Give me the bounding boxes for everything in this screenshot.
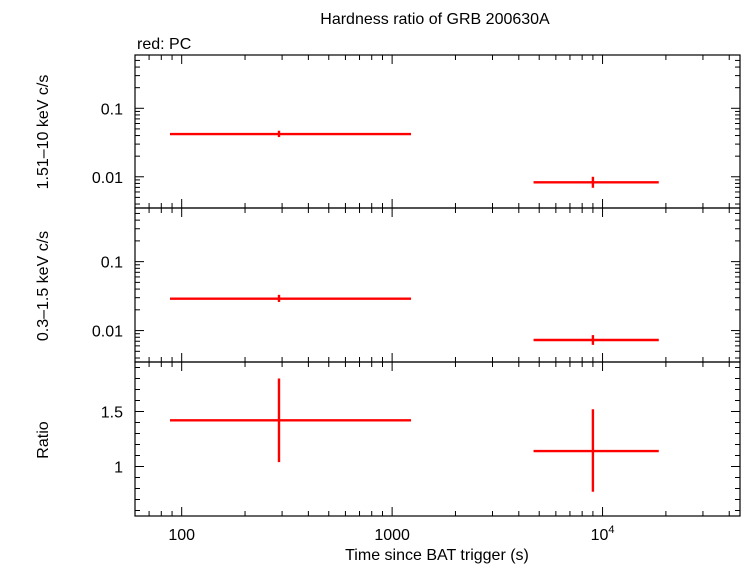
y-tick-label: 1.5	[101, 405, 123, 422]
panel-frame	[134, 361, 741, 517]
x-tick-exponent: 4	[608, 524, 614, 536]
x-tick-label: 104	[591, 524, 615, 544]
panel-bottom: 1.5 1 100 1000 104 Ratio	[35, 361, 741, 544]
data-point	[533, 335, 659, 345]
data-point	[170, 378, 412, 463]
y-tick-label: 0.01	[92, 324, 123, 341]
data-point	[170, 294, 412, 302]
y-tick-label: 0.1	[101, 101, 123, 118]
y-axis-label: Ratio	[35, 421, 52, 458]
panel-middle: 0.1 0.01 0.3–1.5 keV c/s	[35, 207, 741, 363]
y-axis-label: 0.3–1.5 keV c/s	[35, 231, 52, 341]
y-tick-label: 1	[114, 460, 123, 477]
x-axis-label: Time since BAT trigger (s)	[345, 547, 529, 564]
plot-panels: 0.1 0.01 1.51–10 keV c/s 0.1 0.01 0.3–1.5 keV…	[35, 54, 741, 544]
legend-note: red: PC	[137, 36, 191, 53]
data-point	[170, 130, 412, 138]
y-tick-label: 0.01	[92, 170, 123, 187]
x-tick-label: 1000	[374, 527, 410, 544]
data-point	[533, 409, 659, 492]
y-tick-label: 0.1	[101, 255, 123, 272]
data-point	[533, 176, 659, 188]
panel-top: 0.1 0.01 1.51–10 keV c/s	[35, 54, 741, 209]
panel-frame	[134, 54, 741, 209]
y-axis-label: 1.51–10 keV c/s	[35, 75, 52, 190]
x-tick-label: 100	[168, 527, 195, 544]
chart-title: Hardness ratio of GRB 200630A	[320, 11, 550, 28]
